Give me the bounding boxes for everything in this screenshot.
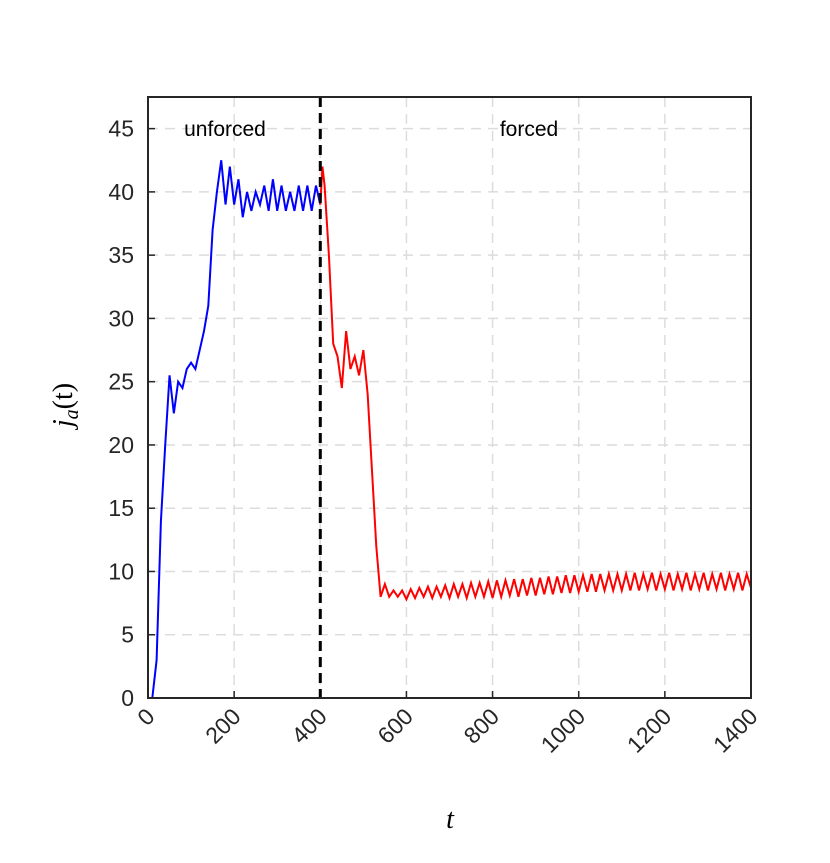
x-axis-label: t (446, 804, 455, 835)
y-tick-label: 5 (121, 622, 134, 648)
y-tick-label: 0 (121, 685, 134, 711)
y-axis-label: ja(t) (48, 383, 83, 430)
y-label-base: j (48, 419, 79, 430)
data-line (148, 160, 322, 699)
y-tick-label: 15 (108, 495, 134, 521)
y-tick-label: 20 (108, 432, 134, 458)
plot-frame (147, 96, 752, 699)
y-label-sub: a (61, 409, 83, 419)
y-tick-label: 30 (108, 305, 134, 331)
y-tick-label: 10 (108, 558, 134, 584)
data-line (319, 166, 752, 602)
y-tick-label: 35 (108, 242, 134, 268)
y-tick-label: 25 (108, 369, 134, 395)
series-label: forced (500, 118, 558, 141)
series-label: unforced (184, 118, 266, 141)
y-label-rest: (t) (48, 383, 79, 409)
y-tick-label: 40 (108, 179, 134, 205)
y-tick-label: 45 (108, 116, 134, 142)
